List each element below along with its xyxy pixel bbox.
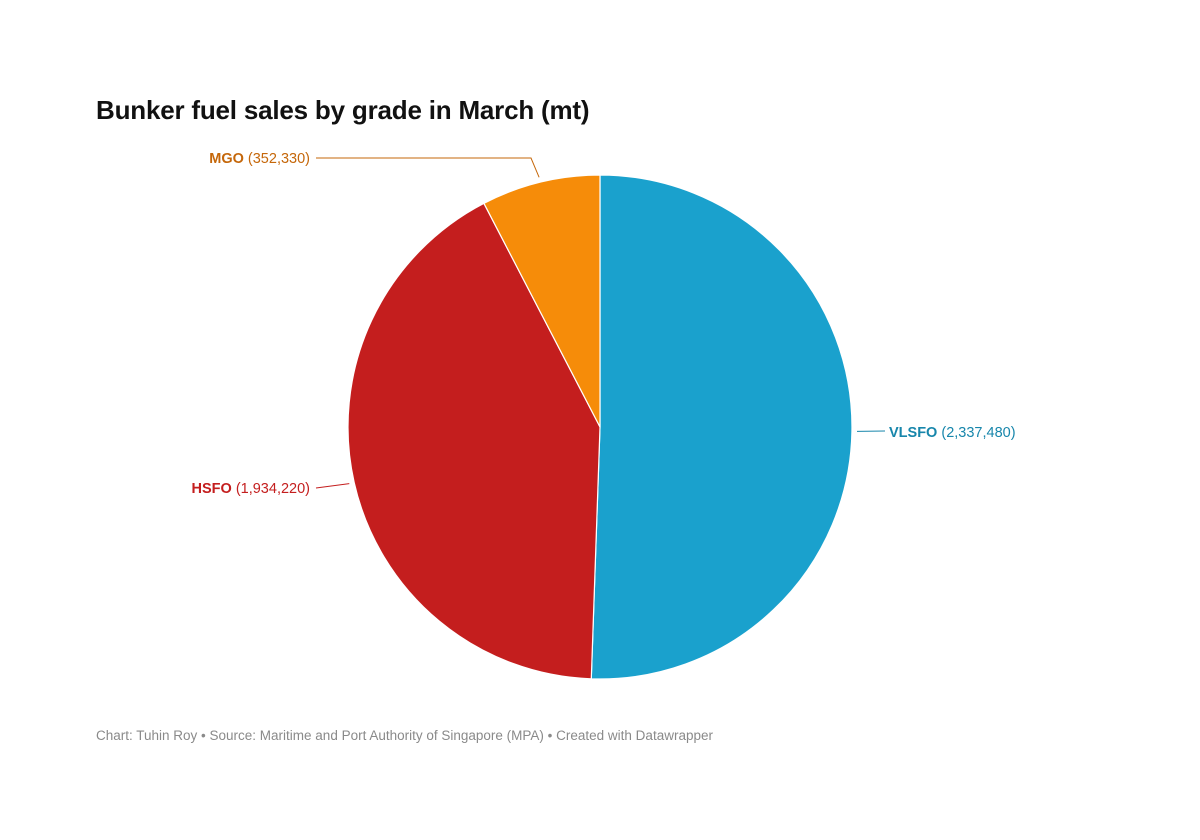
pie-slice-mgo [483, 174, 601, 428]
chart-footer: Chart: Tuhin Roy • Source: Maritime and … [96, 728, 713, 743]
slice-label-value: (1,934,220) [232, 481, 310, 497]
pie-labels: VLSFO (2,337,480) HSFO (1,934,220) MGO (35… [192, 151, 1016, 497]
slice-label-name: HSFO [192, 481, 232, 497]
slice-label-hsfo: HSFO (1,934,220) [192, 481, 310, 497]
slice-label-mgo: MGO (352,330) [209, 151, 310, 167]
leader-line-mgo [316, 157, 540, 178]
pie-slices [347, 174, 853, 680]
leader-line-hsfo [315, 483, 350, 489]
pie-slice-hsfo [347, 202, 601, 680]
pie-slice-vlsfo [590, 174, 853, 680]
chart-title: Bunker fuel sales by grade in March (mt) [96, 95, 590, 125]
slice-label-value: (2,337,480) [937, 425, 1015, 441]
slice-label-name: MGO [209, 151, 244, 167]
slice-label-value: (352,330) [244, 151, 310, 167]
slice-label-name: VLSFO [889, 425, 937, 441]
slice-label-vlsfo: VLSFO (2,337,480) [889, 425, 1016, 441]
